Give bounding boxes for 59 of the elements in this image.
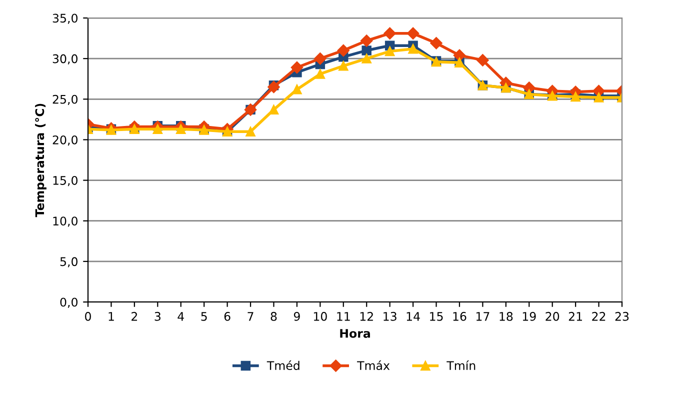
point [430,37,442,50]
y-tick-label: 30,0 [52,54,78,64]
y-tick-label: 5,0 [60,257,78,268]
x-tick-label: 9 [294,312,300,321]
point [384,46,395,56]
point [408,44,418,54]
x-tick-label: 5 [201,312,207,321]
y-tick-label: 25,0 [52,94,78,105]
y-tick-label: 35,0 [52,14,78,24]
x-tick-label: 1 [108,312,114,321]
x-tick-label: 17 [476,312,490,321]
x-tick-label: 18 [500,312,513,321]
x-tick-label: 3 [154,312,160,321]
point [362,46,372,56]
x-tick-label: 4 [178,312,184,321]
x-tick-label: 16 [453,312,466,321]
x-tick-label: 10 [314,312,327,321]
point [570,92,580,102]
x-tick-label: 11 [337,312,350,321]
point [315,69,326,79]
point [337,44,350,57]
x-tick-label: 21 [568,312,582,321]
x-tick-label: 0 [85,312,91,321]
x-tick-label: 23 [615,312,629,321]
x-axis-title: Hora [340,329,370,338]
y-axis-title: Temperatura (°C) [35,104,46,218]
point [268,80,280,94]
x-tick-label: 19 [522,312,536,321]
y-tick-label: 0,0 [60,298,78,308]
point [290,61,304,74]
x-tick-label: 2 [132,312,138,321]
legend-label: Tmáx [357,360,390,370]
point [453,49,466,62]
point [292,84,302,94]
point [362,54,372,64]
x-tick-label: 20 [546,312,560,321]
point [384,27,396,40]
legend-label: Tmín [446,360,476,370]
x-tick-label: 14 [406,312,420,321]
point [152,124,163,134]
point [176,124,186,134]
x-tick-label: 15 [430,312,443,321]
point [338,61,348,71]
point [360,34,373,47]
x-tick-label: 12 [360,312,373,321]
x-tick-label: 22 [592,312,606,321]
point [476,54,489,66]
point [246,126,256,136]
point [268,104,279,115]
y-tick-label: 10,0 [53,216,78,227]
point [406,27,420,40]
x-tick-label: 13 [384,312,396,321]
x-tick-label: 6 [224,312,230,321]
y-tick-label: 15,0 [53,176,78,186]
point [314,52,326,65]
x-tick-label: 8 [270,312,277,321]
y-tick-label: 20,0 [52,135,78,146]
x-tick-label: 7 [248,312,254,321]
legend-label: Tméd [266,360,300,370]
